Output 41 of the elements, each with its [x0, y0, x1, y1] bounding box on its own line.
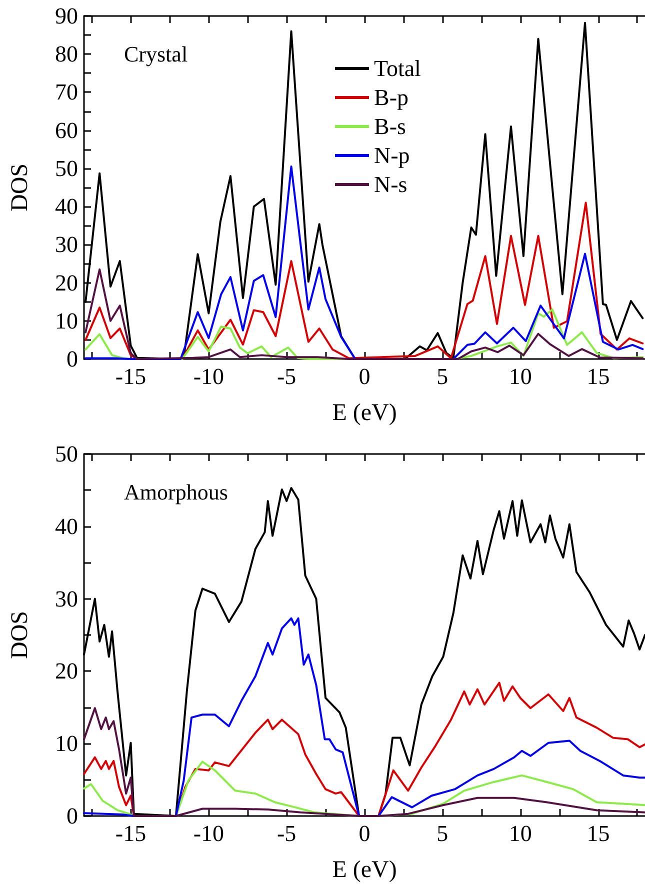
x-tick-label: 15 — [586, 821, 610, 846]
x-axis-title: E (eV) — [332, 857, 397, 883]
y-tick-label: 20 — [55, 270, 78, 296]
x-tick-label: 5 — [436, 821, 448, 846]
y-tick-label: 40 — [55, 514, 78, 539]
x-tick-label: -10 — [193, 821, 224, 846]
y-tick-label: 10 — [55, 731, 78, 756]
x-tick-label: -15 — [115, 821, 146, 846]
y-tick-label: 0 — [66, 346, 78, 372]
legend-label: B-s — [374, 114, 406, 139]
x-tick-label: 0 — [358, 364, 370, 389]
x-tick-label: 0 — [358, 821, 370, 846]
x-tick-label: 5 — [436, 364, 448, 389]
y-tick-label: 0 — [66, 804, 78, 828]
y-axis-title: DOS — [7, 163, 33, 212]
y-axis-title: DOS — [7, 610, 33, 660]
y-tick-label: 50 — [55, 156, 78, 181]
y-tick-label: 60 — [55, 118, 78, 143]
y-tick-label: 30 — [55, 586, 78, 612]
y-tick-label: 30 — [55, 232, 78, 258]
y-tick-label: 40 — [55, 194, 78, 220]
y-tick-label: 50 — [55, 442, 78, 466]
legend-label: N-s — [374, 172, 408, 197]
x-tick-label: -5 — [276, 364, 296, 389]
y-tick-label: 20 — [55, 658, 78, 684]
x-tick-label: 15 — [586, 364, 610, 389]
legend-label: Total — [374, 56, 421, 81]
legend-label: N-p — [374, 143, 410, 168]
x-tick-label: -5 — [276, 821, 296, 846]
legend-label: B-p — [374, 85, 408, 110]
x-tick-label: 10 — [508, 821, 532, 846]
annotation: Amorphous — [124, 480, 228, 504]
x-tick-label: -10 — [193, 364, 224, 389]
x-tick-label: 10 — [508, 364, 532, 389]
annotation: Crystal — [124, 42, 188, 66]
y-tick-label: 70 — [55, 80, 78, 105]
x-tick-label: -15 — [115, 364, 146, 389]
y-tick-label: 80 — [55, 42, 78, 67]
y-tick-label: 90 — [55, 4, 78, 28]
y-tick-label: 10 — [55, 308, 78, 334]
x-axis-title: E (eV) — [332, 400, 397, 426]
